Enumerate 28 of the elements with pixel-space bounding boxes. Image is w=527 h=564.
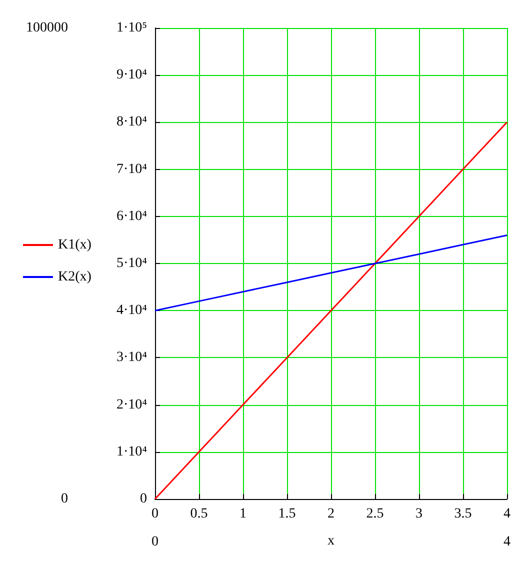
y-tick-label: 6·10⁴ bbox=[116, 208, 148, 224]
x-tick-label: 1 bbox=[240, 506, 246, 522]
legend-label: K1(x) bbox=[58, 238, 92, 252]
y-tick-label: 0 bbox=[140, 492, 147, 506]
text: 0 bbox=[61, 492, 68, 506]
y-tick-label: 7·10⁴ bbox=[116, 162, 148, 177]
x-tick-label: 0.5 bbox=[190, 506, 208, 522]
x-tick-label: 0 bbox=[152, 506, 158, 522]
text: 100000 bbox=[26, 20, 68, 36]
x-tick-label: 3.5 bbox=[454, 506, 472, 522]
text: 4 bbox=[504, 534, 510, 550]
y-tick-label: 1·10⁵ bbox=[116, 20, 148, 36]
text: 0 bbox=[152, 534, 158, 550]
y-tick-label: 5·10⁴ bbox=[116, 256, 148, 271]
x-tick-label: 2 bbox=[328, 506, 334, 522]
x-tick-label: 3 bbox=[416, 506, 422, 522]
x-axis-title: x bbox=[328, 534, 334, 548]
y-tick-label: 4·10⁴ bbox=[116, 303, 148, 318]
x-tick-label: 2.5 bbox=[366, 506, 384, 522]
legend-label: K2(x) bbox=[58, 270, 92, 284]
y-tick-label: 2·10⁴ bbox=[116, 397, 148, 412]
x-tick-label: 1.5 bbox=[278, 506, 296, 522]
line-series bbox=[154, 234, 508, 312]
y-tick-label: 9·10⁴ bbox=[116, 68, 148, 83]
y-tick-label: 1·10⁴ bbox=[116, 444, 148, 460]
y-tick-label: 3·10⁴ bbox=[116, 350, 148, 366]
x-tick-label: 4 bbox=[504, 506, 510, 522]
y-tick-label: 8·10⁴ bbox=[116, 114, 148, 130]
